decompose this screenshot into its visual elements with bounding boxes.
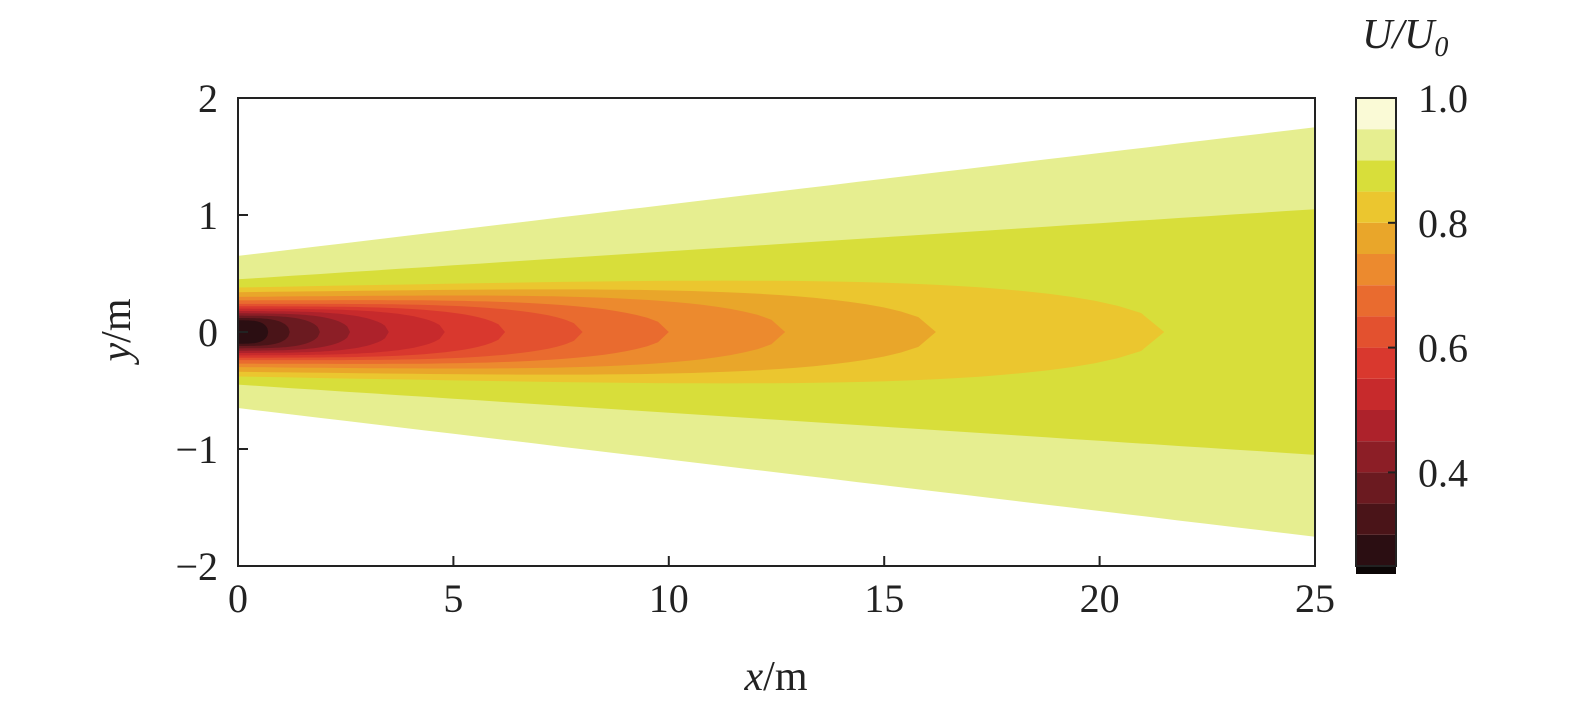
colorbar-band: [1356, 441, 1396, 473]
colorbar-title: U/U0: [1362, 12, 1448, 63]
x-tick-label: 10: [649, 576, 689, 621]
y-tick-label: −1: [175, 427, 218, 472]
colorbar-band: [1356, 378, 1396, 410]
colorbar: [1356, 98, 1396, 574]
colorbar-band: [1356, 534, 1396, 566]
colorbar-band: [1356, 191, 1396, 223]
colorbar-tick-label: 0.4: [1418, 450, 1468, 495]
colorbar-tick-label: 0.8: [1418, 201, 1468, 246]
y-tick-label: 0: [198, 310, 218, 355]
y-axis-ticks: 2 1 0 −1 −2: [175, 76, 248, 589]
colorbar-band: [1356, 472, 1396, 504]
y-tick-label: 1: [198, 193, 218, 238]
colorbar-ticks: 1.0 0.8 0.6 0.4: [1388, 76, 1468, 495]
colorbar-tick-label: 0.6: [1418, 326, 1468, 371]
x-axis-title: x/m: [744, 654, 808, 700]
x-tick-label: 0: [228, 576, 248, 621]
colorbar-band: [1356, 410, 1396, 442]
x-tick-label: 5: [443, 576, 463, 621]
colorbar-band: [1356, 566, 1396, 574]
x-axis-ticks: 0 5 10 15 20 25: [228, 556, 1335, 621]
contour-fills: [238, 127, 1315, 537]
colorbar-band: [1356, 98, 1396, 130]
x-tick-label: 20: [1080, 576, 1120, 621]
x-tick-label: 25: [1295, 576, 1335, 621]
colorbar-band: [1356, 503, 1396, 535]
colorbar-band: [1356, 316, 1396, 348]
colorbar-band: [1356, 160, 1396, 192]
y-axis-title: y/m: [94, 298, 140, 365]
y-tick-label: 2: [198, 76, 218, 121]
colorbar-band: [1356, 347, 1396, 379]
colorbar-band: [1356, 129, 1396, 161]
colorbar-frame: [1355, 97, 1397, 567]
colorbar-band: [1356, 222, 1396, 254]
contour-level-0.3: [238, 320, 269, 344]
y-tick-label: −2: [175, 544, 218, 589]
colorbar-band: [1356, 254, 1396, 286]
colorbar-band: [1356, 285, 1396, 317]
colorbar-tick-label: 1.0: [1418, 76, 1468, 121]
x-tick-label: 15: [864, 576, 904, 621]
